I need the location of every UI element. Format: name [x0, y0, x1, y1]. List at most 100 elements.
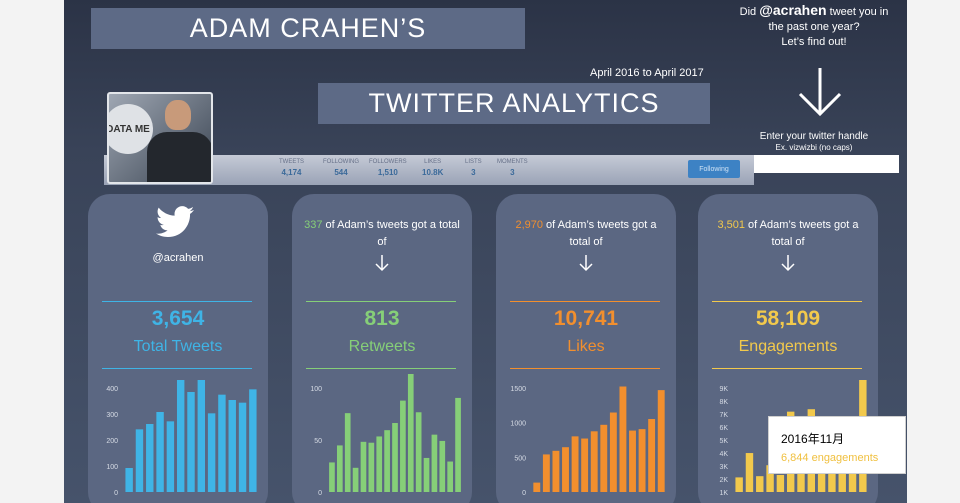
bar[interactable] [562, 447, 569, 492]
bar[interactable] [197, 380, 206, 492]
bar[interactable] [166, 421, 175, 492]
bar[interactable] [629, 430, 636, 492]
bar[interactable] [590, 431, 598, 492]
stat-lists: LISTS 3 [465, 159, 482, 177]
avatar: DATA ME [107, 92, 213, 184]
bar[interactable] [619, 386, 627, 492]
bar[interactable] [156, 412, 164, 492]
y-tick-label: 2K [719, 477, 728, 484]
bar[interactable] [207, 413, 216, 492]
divider [712, 368, 862, 369]
engagements-label: Engagements [738, 338, 838, 355]
card-handle: @acrahen [152, 252, 204, 264]
dashboard: ADAM CRAHEN’S April 2016 to April 2017 T… [64, 0, 907, 503]
bar[interactable] [400, 400, 406, 492]
bar[interactable] [648, 419, 656, 492]
likes-value: 10,741 [553, 307, 619, 330]
title-analytics: TWITTER ANALYTICS [318, 83, 710, 124]
bar[interactable] [657, 390, 665, 492]
stat-following: FOLLOWING 544 [323, 159, 360, 177]
bar[interactable] [135, 429, 144, 492]
retweets-desc-text: of Adam’s tweets got a total of [325, 219, 460, 248]
bar[interactable] [249, 389, 257, 492]
bar[interactable] [439, 440, 446, 492]
stat-tweets: TWEETS 4,174 [279, 159, 304, 177]
divider [306, 368, 456, 369]
y-tick-label: 5K [719, 438, 728, 445]
avatar-body [147, 132, 211, 182]
bar[interactable] [125, 468, 133, 492]
bar[interactable] [368, 442, 375, 492]
bar[interactable] [228, 400, 236, 492]
arrow-down-icon [798, 68, 842, 117]
likes-description: 2,970 of Adam’s tweets got a total of [504, 217, 668, 251]
bar[interactable] [423, 457, 430, 492]
arrow-down-icon [781, 255, 795, 272]
chart-tooltip: 2016年11月 6,844 engagements [768, 416, 906, 474]
bar[interactable] [745, 453, 754, 492]
bar[interactable] [571, 436, 579, 492]
handle-input-hint: Ex. vizwizbi (no caps) [775, 143, 853, 152]
date-range: April 2016 to April 2017 [590, 67, 704, 79]
bar[interactable] [447, 461, 454, 492]
bar[interactable] [238, 402, 247, 492]
bar[interactable] [756, 476, 764, 492]
avatar-head [165, 100, 191, 130]
engagements-desc-text: of Adam’s tweets got a total of [748, 219, 859, 248]
bar[interactable] [187, 392, 195, 492]
arrow-down-icon [579, 255, 593, 272]
retweets-description: 337 of Adam’s tweets got a total of [300, 217, 464, 251]
divider [102, 301, 252, 302]
bar[interactable] [776, 474, 785, 492]
y-tick-label: 6K [719, 425, 728, 432]
bar[interactable] [542, 454, 550, 492]
cta-suffix: tweet you in [829, 6, 889, 18]
stat-followers: FOLLOWERS 1,510 [369, 159, 407, 177]
y-tick-label: 100 [310, 386, 322, 393]
bar[interactable] [552, 450, 560, 492]
y-tick-label: 3K [719, 464, 728, 471]
divider [510, 301, 660, 302]
bar[interactable] [735, 477, 743, 492]
bar[interactable] [431, 434, 438, 492]
y-tick-label: 0 [522, 490, 526, 497]
card-likes: 2,970 of Adam’s tweets got a total of 10… [496, 194, 676, 503]
cta-line2: the past one year? [768, 21, 860, 33]
bar[interactable] [329, 462, 335, 492]
y-tick-label: 400 [106, 386, 118, 393]
bar[interactable] [638, 429, 646, 492]
bar[interactable] [344, 413, 351, 492]
bar[interactable] [146, 424, 154, 492]
bar[interactable] [766, 465, 774, 492]
bar[interactable] [384, 430, 390, 492]
bar[interactable] [407, 374, 414, 492]
y-tick-label: 300 [106, 412, 118, 419]
following-button[interactable]: Following [688, 160, 740, 178]
bar[interactable] [376, 436, 383, 492]
retweets-label: Retweets [348, 338, 416, 355]
bar[interactable] [392, 423, 398, 492]
y-tick-label: 0 [114, 490, 118, 497]
cta-question: Did @acrahen tweet you in the past one y… [724, 3, 904, 50]
bar[interactable] [581, 438, 589, 492]
cta-line3: Let’s find out! [781, 36, 847, 48]
bar[interactable] [533, 482, 541, 492]
total-tweets-label: Total Tweets [133, 338, 223, 355]
stat-likes: LIKES 10.8K [422, 159, 444, 177]
likes-desc-text: of Adam’s tweets got a total of [546, 219, 657, 248]
bar[interactable] [609, 412, 617, 492]
bar[interactable] [176, 380, 185, 492]
bar[interactable] [218, 394, 226, 492]
bar[interactable] [360, 441, 367, 492]
bar[interactable] [352, 467, 359, 492]
bar[interactable] [455, 397, 461, 492]
divider [712, 301, 862, 302]
bar[interactable] [336, 445, 343, 492]
y-tick-label: 500 [514, 455, 526, 462]
bar[interactable] [600, 424, 608, 492]
cta-prefix: Did [739, 6, 757, 18]
divider [102, 368, 252, 369]
retweets-value: 813 [364, 307, 400, 330]
twitter-handle-input[interactable] [754, 155, 899, 173]
bar[interactable] [415, 412, 422, 492]
